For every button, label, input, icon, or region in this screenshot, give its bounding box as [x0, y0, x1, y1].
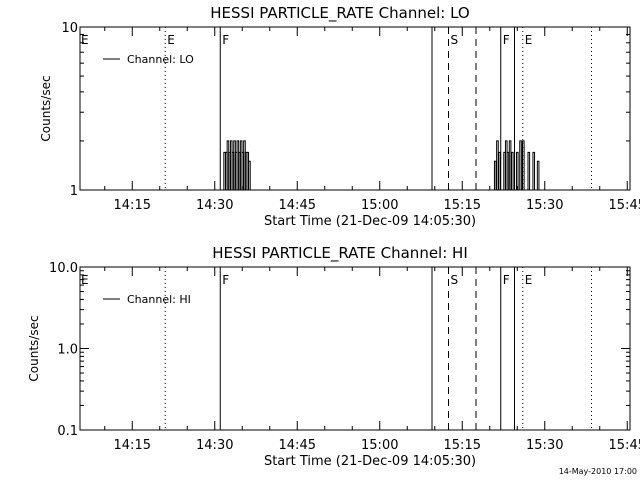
- marker-label-hi-3: S: [451, 273, 459, 287]
- data-spike-lo-26: [522, 140, 525, 190]
- chart-title-hi: HESSI PARTICLE_RATE Channel: HI: [212, 244, 468, 263]
- chart-panel-hi: HESSI PARTICLE_RATE Channel: HI F S F E E 14:1…: [27, 244, 640, 469]
- x-tick-label-lo-2: 14:45: [279, 198, 316, 213]
- x-tick-label-hi-6: 15:45: [609, 438, 640, 453]
- data-spike-lo-27: [527, 151, 531, 190]
- data-spike-lo-23: [511, 151, 514, 190]
- timestamp: 14-May-2010 17:00: [559, 467, 637, 476]
- data-spike-lo-29: [536, 160, 540, 190]
- marker-label-lo-5: F: [503, 33, 510, 47]
- x-tick-label-lo-3: 15:00: [361, 198, 398, 213]
- x-tick-label-hi-3: 15:00: [361, 438, 398, 453]
- x-tick-label-hi-4: 15:15: [444, 438, 481, 453]
- data-spike-lo-15: [248, 160, 251, 190]
- marker-label-lo-3: S: [451, 33, 459, 47]
- y-axis-label-hi: Counts/sec: [27, 315, 41, 381]
- data-spike-lo-21: [506, 151, 510, 190]
- data-spike-lo-18: [498, 151, 501, 190]
- x-tick-label-lo-6: 15:45: [609, 198, 640, 213]
- y-tick-label-hi-2: 10.0: [49, 261, 78, 276]
- legend-label-lo: Channel: LO: [127, 53, 194, 66]
- x-axis-label-hi: Start Time (21-Dec-09 14:05:30): [264, 454, 476, 469]
- x-tick-label-hi-2: 14:45: [279, 438, 316, 453]
- data-spike-lo-28: [532, 151, 536, 190]
- plot-frame-lo: [79, 26, 631, 191]
- marker-label-hi-7: E: [525, 273, 533, 287]
- data-spike-lo-16: [493, 160, 497, 190]
- x-tick-label-lo-4: 15:15: [444, 198, 481, 213]
- marker-label-hi-1: F: [222, 273, 229, 287]
- y-axis-label-lo: Counts/sec: [39, 75, 53, 141]
- x-tick-label-lo-0: 14:15: [114, 198, 151, 213]
- marker-label-lo-7: E: [525, 33, 533, 47]
- y-tick-label-lo-0: 1: [70, 184, 78, 199]
- y-tick-label-hi-1: 1.0: [57, 343, 78, 358]
- data-spike-lo-17: [496, 140, 499, 190]
- y-tick-label-hi-0: 0.1: [57, 424, 78, 439]
- edge-label-lo: E: [81, 33, 89, 47]
- marker-label-lo-0: E: [167, 33, 175, 47]
- data-spike-lo-24: [515, 151, 519, 190]
- x-tick-label-lo-5: 15:30: [526, 198, 563, 213]
- data-spike-lo-25: [519, 140, 522, 190]
- data-spike-lo-22: [508, 140, 512, 190]
- x-tick-label-lo-1: 14:30: [196, 198, 233, 213]
- y-tick-label-lo-1: 10: [61, 21, 78, 36]
- chart-panel-lo: HESSI PARTICLE_RATE Channel: LO E F S F E E 14:…: [39, 4, 640, 229]
- marker-label-lo-1: F: [222, 33, 229, 47]
- x-axis-label-lo: Start Time (21-Dec-09 14:05:30): [264, 214, 476, 229]
- x-tick-label-hi-0: 14:15: [114, 438, 151, 453]
- marker-label-hi-5: F: [503, 273, 510, 287]
- chart-title-lo: HESSI PARTICLE_RATE Channel: LO: [210, 4, 469, 23]
- legend-label-hi: Channel: HI: [127, 293, 191, 306]
- x-tick-label-hi-1: 14:30: [196, 438, 233, 453]
- edge-label-hi: E: [81, 273, 89, 287]
- x-tick-label-hi-5: 15:30: [526, 438, 563, 453]
